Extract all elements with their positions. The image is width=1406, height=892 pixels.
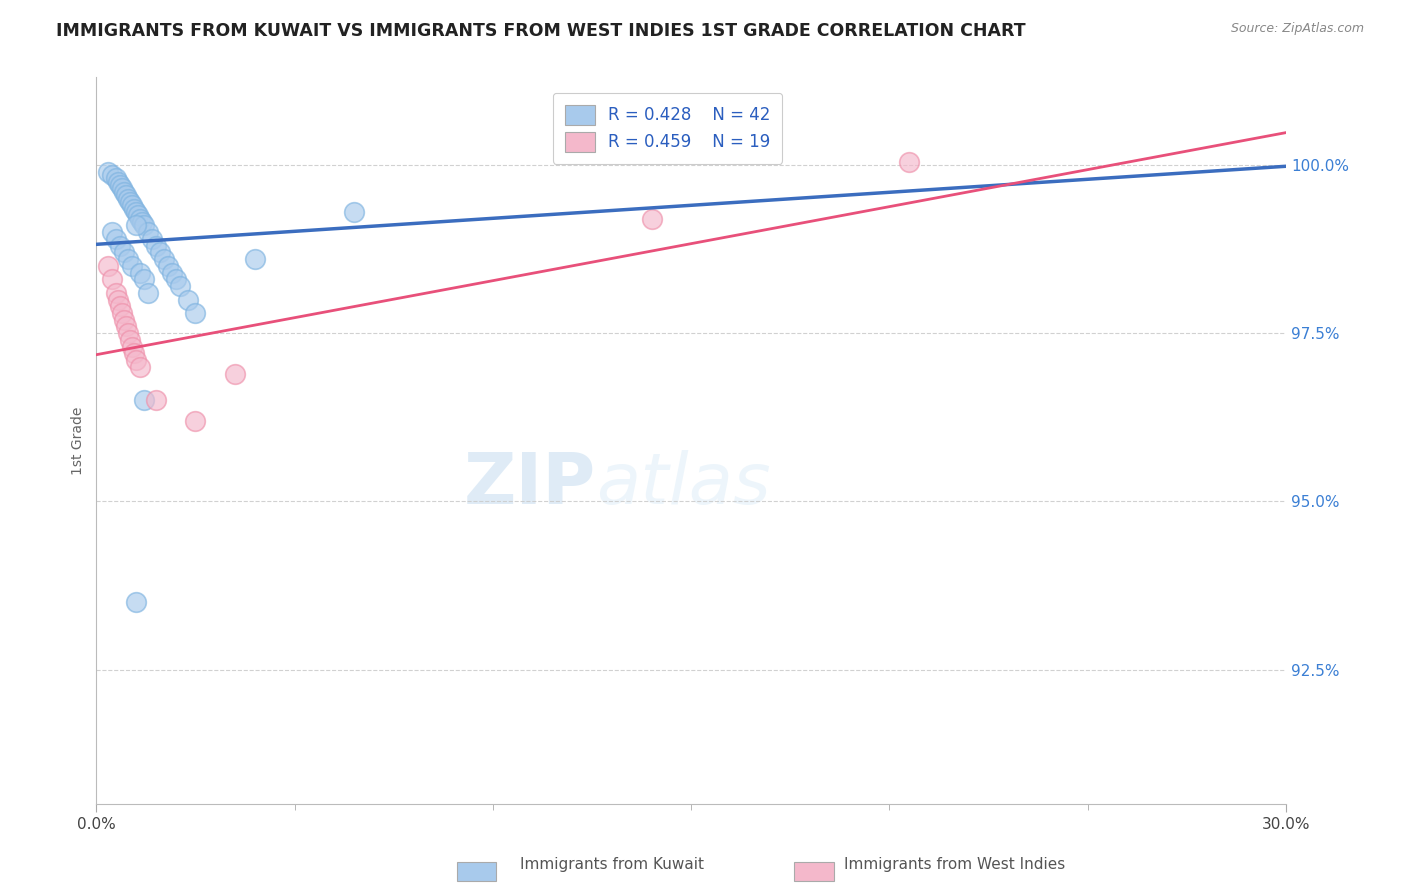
Point [101,225,124,239]
Text: ZIP: ZIP [464,450,596,519]
Point [152,252,174,267]
Point [107,175,129,189]
Point [105,285,128,300]
Point [125,205,148,219]
Point [111,306,134,320]
Point [145,238,167,252]
Point [122,346,145,360]
Point [129,359,152,374]
Point [108,238,131,252]
Point [108,178,131,193]
Point [129,211,152,226]
Point [115,319,138,334]
Text: IMMIGRANTS FROM KUWAIT VS IMMIGRANTS FROM WEST INDIES 1ST GRADE CORRELATION CHAR: IMMIGRANTS FROM KUWAIT VS IMMIGRANTS FRO… [56,22,1026,40]
Point [112,185,135,199]
Point [115,188,138,202]
Text: Source: ZipAtlas.com: Source: ZipAtlas.com [1230,22,1364,36]
Point [132,219,155,233]
Text: Immigrants from West Indies: Immigrants from West Indies [844,857,1064,872]
Point [111,181,134,195]
Point [117,192,139,206]
Point [184,414,207,428]
Point [160,266,183,280]
Point [108,299,131,313]
Point [640,211,662,226]
Point [105,171,128,186]
Point [131,215,153,229]
Y-axis label: 1st Grade: 1st Grade [72,407,86,475]
Point [117,252,139,267]
Point [125,595,148,609]
Point [243,252,266,267]
Point [156,259,179,273]
Point [121,198,143,212]
Point [120,333,142,347]
Point [112,312,135,326]
Point [165,272,187,286]
Point [898,154,921,169]
Text: Immigrants from Kuwait: Immigrants from Kuwait [520,857,704,872]
Point [127,208,149,222]
Point [145,393,167,408]
Point [101,272,124,286]
Point [121,340,143,354]
Point [97,259,120,273]
Point [107,293,129,307]
Point [149,245,172,260]
Point [105,232,128,246]
Point [169,279,191,293]
Point [101,168,124,182]
Legend: R = 0.428    N = 42, R = 0.459    N = 19: R = 0.428 N = 42, R = 0.459 N = 19 [553,93,782,164]
Point [125,219,148,233]
Point [141,232,163,246]
Point [129,266,152,280]
Point [125,353,148,368]
Point [132,393,155,408]
Point [184,306,207,320]
Text: atlas: atlas [596,450,770,519]
Point [343,205,366,219]
Point [121,259,143,273]
Point [136,225,159,239]
Point [136,285,159,300]
Point [112,245,135,260]
Point [176,293,198,307]
Point [132,272,155,286]
Point [120,194,142,209]
Point [117,326,139,340]
Point [224,367,246,381]
Point [122,202,145,216]
Point [97,164,120,178]
